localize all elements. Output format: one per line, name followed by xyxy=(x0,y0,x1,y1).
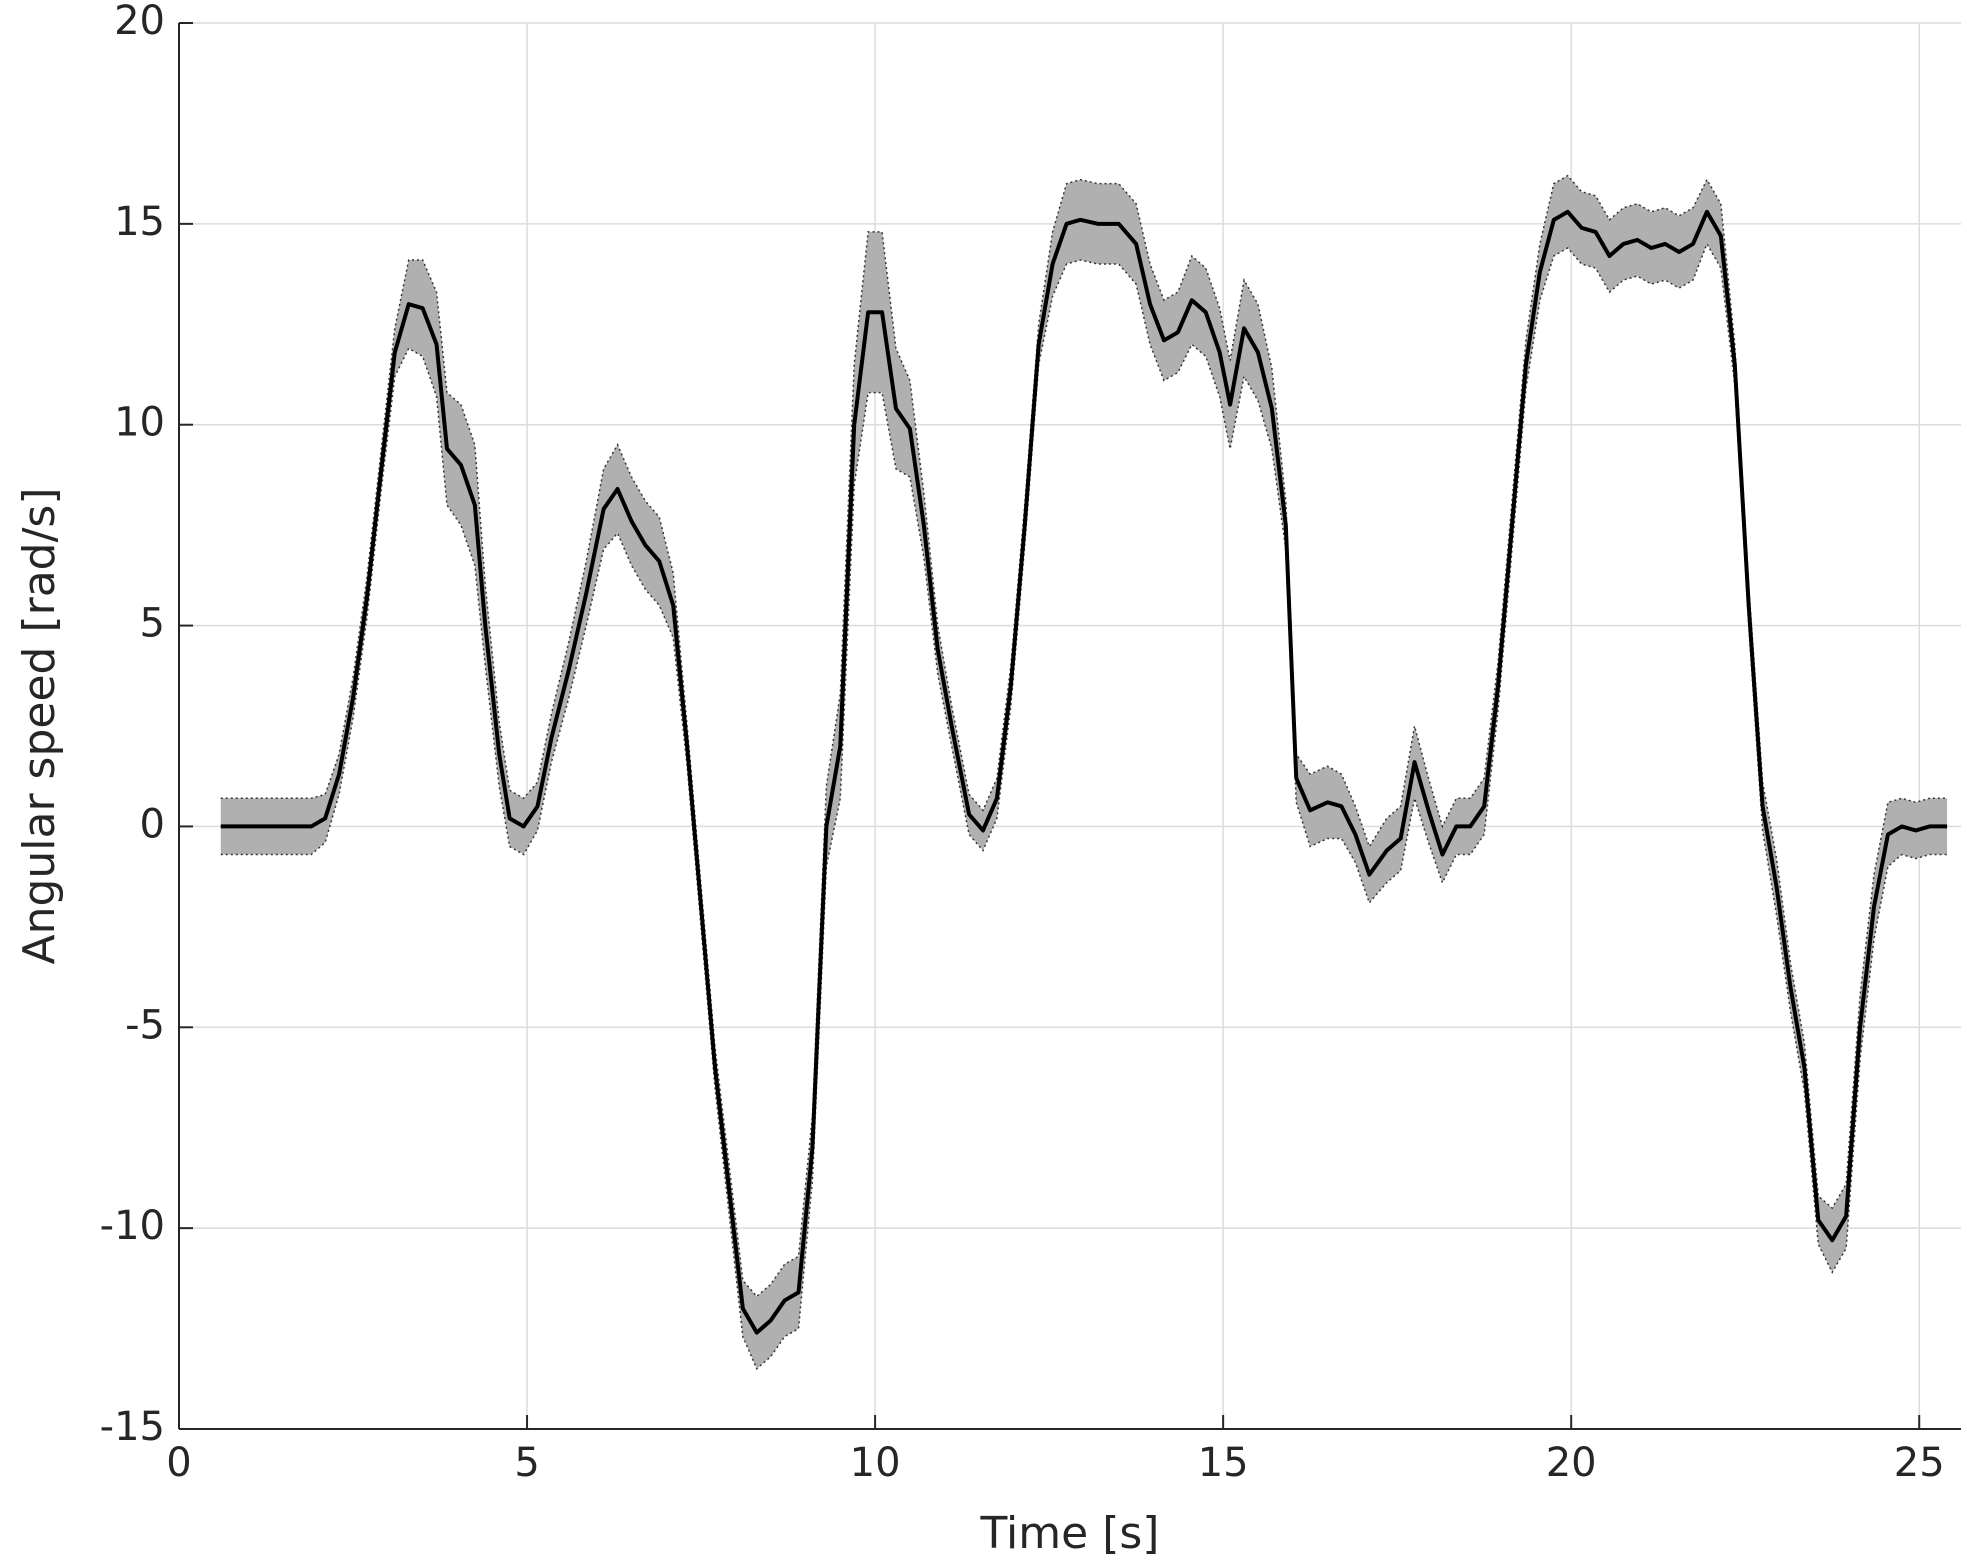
x-tick-label: 25 xyxy=(1894,1440,1945,1486)
y-tick-label: -5 xyxy=(125,1002,165,1048)
y-tick-label: 10 xyxy=(114,400,165,446)
band xyxy=(220,175,1948,1369)
y-tick-label: 15 xyxy=(114,199,165,245)
x-tick-label: 20 xyxy=(1546,1440,1597,1486)
x-tick-label: 10 xyxy=(850,1440,901,1486)
y-tick-label: -10 xyxy=(100,1203,165,1249)
band-edge xyxy=(220,174,1948,1298)
x-axis-label: Time [s] xyxy=(980,1508,1160,1559)
y-tick-label: -15 xyxy=(100,1404,165,1450)
y-tick-label: 5 xyxy=(140,601,165,647)
y-tick-label: 20 xyxy=(114,0,165,44)
y-tick-label: 0 xyxy=(140,801,165,847)
x-tick-label: 0 xyxy=(166,1440,191,1486)
band-edge xyxy=(220,242,1948,1370)
line xyxy=(220,209,1948,1335)
y-axis-label: Angular speed [rad/s] xyxy=(14,487,65,964)
x-tick-label: 5 xyxy=(514,1440,539,1486)
x-tick-label: 15 xyxy=(1198,1440,1249,1486)
